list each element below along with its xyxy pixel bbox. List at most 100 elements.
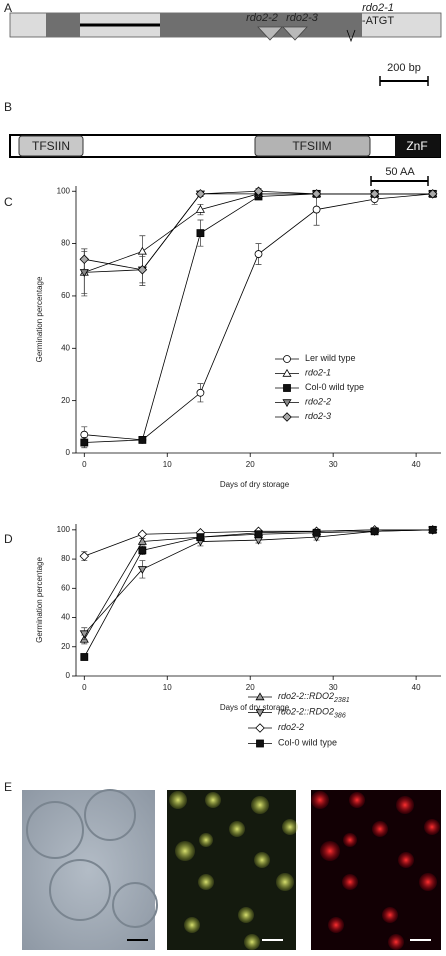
legend-name: rdo2-3: [305, 411, 331, 421]
y-tick-label: 0: [66, 448, 71, 457]
marker: [254, 530, 263, 539]
marker: [79, 630, 89, 639]
mutation-note: -ATGT: [362, 15, 394, 27]
domain-label: ZnF: [406, 139, 427, 153]
panel-letter: B: [4, 100, 12, 114]
legend-marker: [282, 399, 292, 408]
legend-label: rdo2-2: [278, 722, 304, 732]
micrograph: [311, 790, 441, 950]
x-tick-label: 0: [82, 683, 87, 692]
legend-name: rdo2-2::RDO2: [278, 707, 334, 717]
legend-marker: [283, 384, 291, 392]
gene-model: [9, 12, 442, 86]
marker: [137, 529, 148, 539]
x-axis-label: Days of dry storage: [220, 480, 290, 489]
x-tick-label: 40: [412, 460, 421, 469]
y-tick-label: 100: [57, 186, 71, 195]
legend-marker: [256, 739, 264, 748]
marker: [254, 250, 263, 258]
panel-letter: A: [4, 1, 12, 15]
x-tick-label: 30: [329, 460, 338, 469]
y-tick-label: 20: [61, 396, 70, 405]
marker: [137, 566, 147, 574]
y-tick-label: 40: [61, 343, 70, 352]
series-line: [83, 529, 433, 658]
mutation-label: rdo2-1: [362, 2, 394, 14]
legend-label: rdo2-2: [305, 397, 331, 407]
x-tick-label: 40: [412, 683, 421, 692]
marker: [195, 189, 206, 199]
y-tick-label: 40: [61, 613, 70, 622]
legend-name: rdo2-2::RDO2: [278, 691, 334, 701]
panel-letter: D: [4, 532, 13, 546]
marker: [428, 525, 437, 534]
domain-label: TFSIIN: [32, 139, 70, 153]
y-axis-label: Germination percentage: [35, 276, 44, 362]
marker: [311, 189, 322, 199]
series-line: [84, 193, 433, 441]
x-tick-label: 20: [246, 460, 255, 469]
y-tick-label: 100: [57, 525, 71, 534]
x-tick-label: 30: [329, 683, 338, 692]
mutation-label: rdo2-3: [286, 12, 319, 24]
marker: [196, 533, 205, 542]
series-line: [83, 529, 433, 640]
marker: [138, 436, 147, 444]
legend-marker: [255, 723, 265, 733]
legend-marker: [282, 412, 292, 422]
x-tick-label: 20: [246, 683, 255, 692]
legend-label: rdo2-1: [305, 368, 331, 378]
marker: [79, 551, 90, 561]
panel-letter: E: [4, 780, 12, 794]
panel-letter: C: [4, 195, 13, 209]
marker: [80, 653, 89, 661]
series-line: [84, 193, 433, 443]
legend-label: Col-0 wild type: [305, 382, 364, 392]
mutation-label: rdo2-2: [246, 12, 278, 24]
marker: [312, 528, 321, 537]
y-axis-label: Germination percentage: [35, 557, 44, 643]
scale-label: 200 bp: [387, 62, 421, 74]
marker: [427, 189, 438, 199]
legend-marker: [283, 355, 291, 363]
series-line: [83, 529, 433, 634]
marker: [196, 388, 205, 397]
legend-marker: [255, 709, 265, 718]
legend-marker: [255, 692, 265, 701]
legend-label: Col-0 wild type: [278, 738, 337, 748]
marker: [253, 186, 264, 197]
legend-name: Col-0 wild type: [305, 382, 364, 392]
legend-name: rdo2-2: [278, 722, 304, 732]
legend-subscript: 386: [334, 712, 346, 719]
x-axis-label: Days of dry storage: [220, 703, 290, 712]
y-tick-label: 0: [66, 671, 71, 680]
legend-name: rdo2-1: [305, 368, 331, 378]
legend-label: rdo2-2::RDO22381: [278, 691, 350, 703]
y-tick-label: 80: [61, 239, 70, 248]
marker: [312, 205, 321, 214]
legend-subscript: 2381: [333, 697, 350, 704]
y-tick-label: 20: [61, 642, 70, 651]
marker: [195, 204, 205, 213]
legend-label: Ler wild type: [305, 353, 356, 363]
marker: [369, 189, 380, 199]
marker: [138, 546, 147, 555]
x-tick-label: 10: [163, 460, 172, 469]
y-tick-label: 80: [61, 554, 70, 563]
micrograph: [167, 790, 298, 950]
y-tick-label: 60: [61, 583, 70, 592]
legend-name: Ler wild type: [305, 353, 356, 363]
x-tick-label: 10: [163, 683, 172, 692]
protein-model: [9, 134, 441, 186]
marker: [137, 536, 147, 545]
marker: [370, 527, 379, 536]
domain-label: TFSIIM: [292, 139, 331, 153]
micrograph: [22, 789, 158, 950]
legend-label: rdo2-3: [305, 411, 331, 421]
marker: [79, 254, 90, 265]
x-tick-label: 0: [82, 460, 87, 469]
marker: [196, 229, 205, 238]
marker: [137, 246, 147, 255]
legend-label: rdo2-2::RDO2386: [278, 707, 346, 719]
